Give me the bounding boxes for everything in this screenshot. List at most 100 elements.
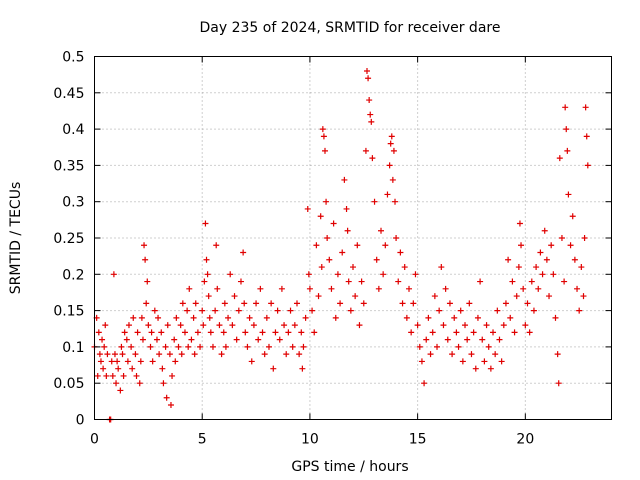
data-point	[516, 220, 523, 227]
data-point	[393, 235, 400, 241]
data-point	[139, 336, 146, 343]
data-point	[347, 307, 354, 314]
data-point	[153, 336, 160, 343]
data-point	[123, 336, 130, 343]
data-point	[276, 336, 283, 343]
data-point	[209, 343, 216, 350]
data-point	[175, 343, 182, 350]
data-point	[470, 329, 477, 336]
data-point	[143, 300, 150, 307]
data-point	[259, 329, 266, 336]
data-point	[555, 380, 562, 387]
data-point	[412, 271, 419, 278]
data-point	[281, 322, 288, 329]
data-point	[124, 358, 131, 365]
data-point	[366, 97, 373, 104]
data-point	[513, 293, 520, 300]
data-point	[535, 285, 542, 292]
data-point	[299, 365, 306, 372]
data-point	[318, 264, 325, 271]
data-point	[197, 343, 204, 350]
data-point	[181, 329, 188, 336]
data-point	[427, 351, 434, 358]
data-point	[268, 300, 275, 307]
data-point	[518, 242, 525, 249]
data-point	[194, 329, 201, 336]
data-point	[423, 336, 430, 343]
data-point	[148, 329, 155, 336]
data-point	[145, 322, 152, 329]
data-point	[218, 351, 225, 358]
data-point	[565, 191, 572, 198]
data-point	[492, 351, 499, 358]
data-point	[434, 343, 441, 350]
data-point	[541, 227, 548, 234]
data-point	[368, 118, 375, 125]
data-point	[192, 300, 199, 307]
data-point	[158, 329, 165, 336]
data-point	[147, 343, 154, 350]
data-point	[397, 249, 404, 256]
data-point	[104, 351, 111, 358]
data-point	[451, 314, 458, 321]
data-point	[498, 358, 505, 365]
data-point	[155, 314, 162, 321]
data-point	[345, 278, 352, 285]
y-tick-label: 0.4	[62, 122, 84, 138]
data-point	[446, 300, 453, 307]
x-tick-label: 5	[198, 432, 207, 448]
data-point	[457, 307, 464, 314]
data-point	[119, 351, 126, 358]
data-point	[481, 358, 488, 365]
data-point	[212, 307, 219, 314]
data-point	[263, 314, 270, 321]
data-point	[373, 256, 380, 263]
data-point	[378, 227, 385, 234]
data-point	[387, 140, 394, 147]
data-point	[362, 147, 369, 154]
data-point	[190, 314, 197, 321]
grid	[94, 56, 612, 420]
data-point	[99, 336, 106, 343]
data-point	[172, 358, 179, 365]
data-point	[552, 314, 559, 321]
data-point	[490, 329, 497, 336]
data-point	[392, 198, 399, 205]
data-point	[431, 293, 438, 300]
data-point	[522, 322, 529, 329]
y-tick-label: 0.35	[53, 158, 84, 174]
data-point	[546, 293, 553, 300]
data-point	[334, 271, 341, 278]
data-point	[222, 343, 229, 350]
data-point	[356, 322, 363, 329]
data-point	[97, 358, 104, 365]
x-tick-label: 0	[90, 432, 99, 448]
data-point	[206, 314, 213, 321]
data-point	[418, 358, 425, 365]
data-point	[459, 358, 466, 365]
data-point	[515, 264, 522, 271]
y-tick-label: 0.05	[53, 376, 84, 392]
data-point	[278, 285, 285, 292]
data-point	[149, 358, 156, 365]
data-point	[444, 336, 451, 343]
data-point	[511, 329, 518, 336]
data-point	[151, 307, 158, 314]
data-point	[328, 285, 335, 292]
data-point	[562, 104, 569, 111]
data-point	[272, 329, 279, 336]
chart-title: Day 235 of 2024, SRMTID for receiver dar…	[200, 20, 501, 36]
data-point	[416, 343, 423, 350]
data-point	[466, 300, 473, 307]
data-point	[390, 147, 397, 154]
data-point	[365, 75, 372, 82]
data-point	[166, 351, 173, 358]
data-point	[399, 300, 406, 307]
data-point	[100, 365, 107, 372]
x-tick-label: 10	[301, 432, 319, 448]
y-tick-label: 0.25	[53, 231, 84, 247]
data-point	[160, 380, 167, 387]
data-point	[382, 242, 389, 249]
data-point	[569, 213, 576, 220]
data-point	[169, 372, 176, 379]
